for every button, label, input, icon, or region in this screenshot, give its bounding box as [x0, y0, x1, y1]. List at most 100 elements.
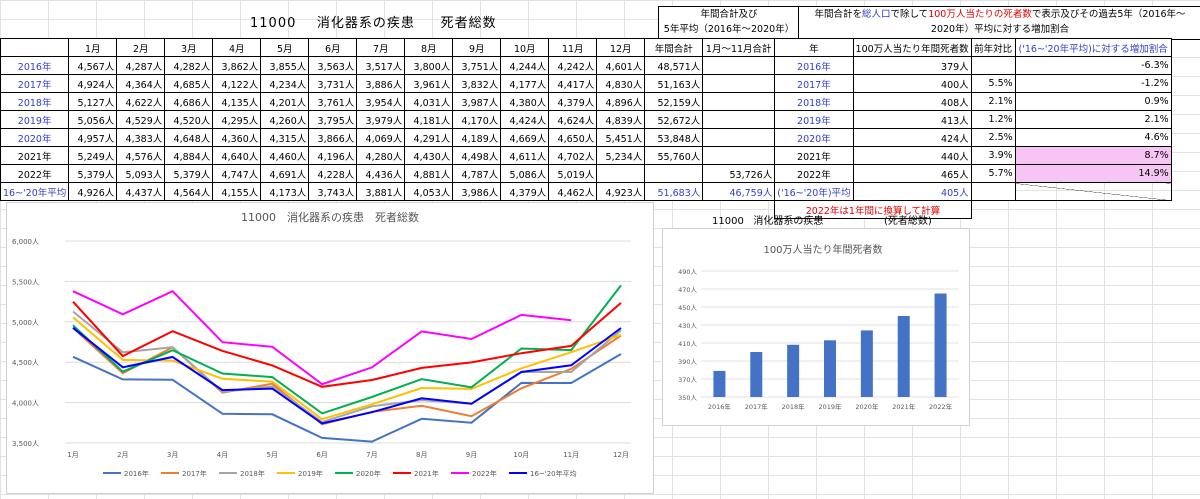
increase-value: 4.6% — [1014, 128, 1172, 147]
bar-chart-panel: 100万人当たり年間死者数 350人 370人 390人 410人 430人 450人 470… — [662, 228, 970, 426]
per-million-value: 465人 — [852, 164, 972, 183]
month-header: 6月 — [308, 38, 358, 57]
month-value: 4,242人 — [548, 56, 598, 75]
x-tick-label: 2019年 — [818, 402, 842, 411]
month-value: 5,234人 — [596, 146, 646, 165]
month-header: 2月 — [116, 38, 166, 57]
month-header: 9月 — [452, 38, 502, 57]
series-line-6 — [72, 289, 572, 386]
yoy-value: 1.2% — [970, 110, 1016, 129]
series-line-5 — [72, 301, 622, 388]
y-tick-label: 5,500人 — [12, 278, 39, 286]
blank-cell — [971, 201, 1015, 219]
bar-chart: 100万人当たり年間死者数 350人 370人 390人 410人 430人 450人 470… — [678, 243, 959, 411]
year-label: 2016年 — [774, 56, 854, 75]
legend-entry: 2018年 — [240, 469, 265, 478]
blank-cell — [1015, 201, 1171, 219]
month-header: 10月 — [500, 38, 550, 57]
month-value: 4,181人 — [404, 110, 454, 129]
month-value: 4,881人 — [404, 164, 454, 183]
x-tick-label: 8月 — [416, 451, 427, 459]
month-value: 4,380人 — [500, 92, 550, 111]
jan-nov-value — [702, 128, 776, 147]
month-value: 3,751人 — [452, 56, 502, 75]
page-title: 11000 消化器系の疾患 死者総数 — [250, 16, 497, 31]
x-tick-label: 2021年 — [892, 402, 916, 411]
row-label: 16~'20年平均 — [0, 182, 70, 201]
bar-0 — [713, 370, 726, 397]
jan-nov-value — [702, 92, 776, 111]
month-value: 4,315人 — [260, 128, 310, 147]
increase-value: 0.9% — [1014, 92, 1172, 111]
legend-entry: 16~'20年平均 — [530, 469, 577, 478]
x-tick-label: 4月 — [217, 451, 228, 459]
month-value: 3,563人 — [308, 56, 358, 75]
month-value: 3,979人 — [356, 110, 406, 129]
increase-value — [1014, 182, 1172, 201]
series-line-7 — [72, 327, 622, 425]
month-value: 3,743人 — [308, 182, 358, 201]
x-tick-label: 12月 — [613, 451, 629, 459]
legend-entry: 2022年 — [472, 469, 497, 478]
bar-chart-header: 11000 消化器系の疾患 — [712, 216, 824, 227]
month-value: 3,886人 — [356, 74, 406, 93]
table-row: 2017年 4,924人 4,364人 4,685人 4,122人 4,234人 3,731… — [0, 74, 1172, 93]
month-value: 4,295人 — [212, 110, 262, 129]
month-value: 4,244人 — [500, 56, 550, 75]
table-row: 2022年 5,379人 5,093人 5,379人 4,747人 4,691人 4,228… — [0, 164, 1172, 183]
month-value: 3,862人 — [212, 56, 262, 75]
month-value: 3,795人 — [308, 110, 358, 129]
chart-title: 11000 消化器系の疾患 死者総数 — [241, 210, 419, 224]
month-value: 4,957人 — [68, 128, 118, 147]
legend-entry: 2017年 — [182, 469, 207, 478]
row-label: 2022年 — [0, 164, 70, 183]
month-value: 4,436人 — [356, 164, 406, 183]
year-label: 2021年 — [774, 146, 854, 165]
month-value: 4,291人 — [404, 128, 454, 147]
month-value: 4,228人 — [308, 164, 358, 183]
month-value: 4,379人 — [500, 182, 550, 201]
y-tick-label: 3,500人 — [12, 440, 39, 448]
jan-nov-value — [702, 110, 776, 129]
annual-total-value: 52,159人 — [644, 92, 704, 111]
yoy-value: 3.9% — [970, 146, 1016, 165]
month-value: 4,648人 — [164, 128, 214, 147]
per-million-col-header: 100万人当たり年間死者数 — [852, 38, 972, 57]
y-tick-label: 410人 — [678, 340, 697, 348]
month-value: 4,839人 — [596, 110, 646, 129]
yoy-col-header: 前年対比 — [970, 38, 1016, 57]
month-value: 4,686人 — [164, 92, 214, 111]
jan-nov-value: 46,759人 — [702, 182, 776, 201]
yoy-value: 5.7% — [970, 164, 1016, 183]
year-label: 2018年 — [774, 92, 854, 111]
month-value: 4,622人 — [116, 92, 166, 111]
jan-nov-value — [702, 56, 776, 75]
month-value: 4,173人 — [260, 182, 310, 201]
series-line-3 — [72, 316, 622, 421]
month-value: 4,280人 — [356, 146, 406, 165]
increase-value: 14.9% — [1014, 164, 1172, 183]
month-value: 4,069人 — [356, 128, 406, 147]
year-label: 2017年 — [774, 74, 854, 93]
legend-entry: 2021年 — [414, 469, 439, 478]
increase-value: 8.7% — [1014, 146, 1172, 165]
chart-title: 100万人当たり年間死者数 — [763, 243, 882, 256]
series-line-4 — [72, 284, 622, 415]
month-value: 4,135人 — [212, 92, 262, 111]
month-value: 4,360人 — [212, 128, 262, 147]
bar-1 — [750, 352, 763, 397]
month-value: 4,364人 — [116, 74, 166, 93]
annual-total-value: 48,571人 — [644, 56, 704, 75]
month-header: 7月 — [356, 38, 406, 57]
table-row: 2018年 5,127人 4,622人 4,686人 4,135人 4,201人 3,761… — [0, 92, 1172, 111]
month-value: 4,702人 — [548, 146, 598, 165]
y-tick-label: 4,500人 — [12, 359, 39, 367]
x-tick-label: 9月 — [466, 451, 477, 459]
month-value: 3,881人 — [356, 182, 406, 201]
legend-entry: 2019年 — [298, 469, 323, 478]
month-value: 4,460人 — [260, 146, 310, 165]
month-value — [596, 164, 646, 183]
increase-value: -6.3% — [1014, 56, 1172, 75]
month-value: 4,564人 — [164, 182, 214, 201]
y-tick-label: 450人 — [678, 304, 697, 312]
